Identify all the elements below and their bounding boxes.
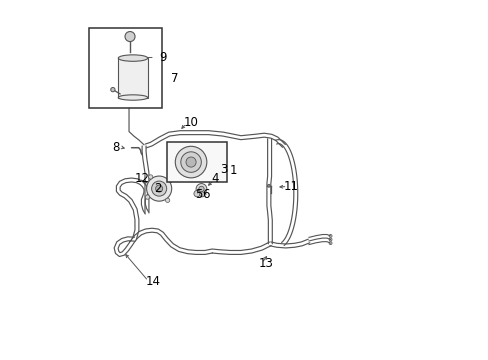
Text: 13: 13: [258, 257, 273, 270]
Text: 12: 12: [134, 172, 149, 185]
Circle shape: [165, 198, 169, 202]
Circle shape: [267, 184, 270, 187]
Bar: [88, 28, 162, 108]
Text: 6: 6: [202, 188, 210, 201]
Circle shape: [146, 176, 171, 201]
Text: 4: 4: [211, 172, 219, 185]
Text: 2: 2: [154, 182, 162, 195]
Ellipse shape: [118, 95, 147, 100]
Text: 8: 8: [112, 140, 119, 153]
Text: 7: 7: [171, 72, 178, 85]
Circle shape: [328, 238, 331, 241]
Circle shape: [148, 175, 153, 179]
Circle shape: [198, 186, 203, 192]
Circle shape: [181, 152, 201, 172]
Text: 11: 11: [284, 180, 298, 193]
Circle shape: [151, 181, 166, 196]
Circle shape: [168, 178, 173, 182]
Bar: [118, 58, 147, 98]
Text: 3: 3: [220, 163, 227, 176]
Circle shape: [185, 157, 196, 167]
Text: 1: 1: [230, 164, 237, 177]
Text: 14: 14: [145, 275, 161, 288]
Circle shape: [145, 195, 149, 199]
Circle shape: [175, 146, 206, 178]
Ellipse shape: [118, 55, 147, 61]
Circle shape: [194, 190, 200, 197]
Circle shape: [155, 185, 163, 192]
Text: 9: 9: [159, 51, 166, 64]
Circle shape: [328, 242, 331, 244]
Circle shape: [110, 87, 115, 92]
Bar: [167, 142, 226, 182]
Circle shape: [125, 32, 135, 41]
Circle shape: [196, 184, 206, 194]
Text: 5: 5: [195, 188, 202, 201]
Circle shape: [199, 192, 204, 197]
Circle shape: [328, 234, 331, 237]
Text: 10: 10: [183, 116, 198, 129]
